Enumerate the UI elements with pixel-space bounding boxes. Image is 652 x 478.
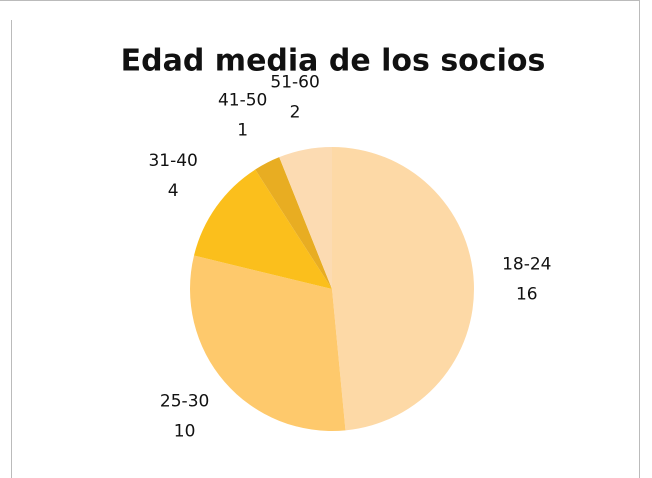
slice-value-label: 1 (237, 121, 248, 141)
pie-slice (332, 147, 475, 431)
pie-slice (194, 169, 332, 289)
chart-title: Edad media de los socios (121, 44, 546, 79)
pie-slice (255, 157, 332, 289)
slice-value-label: 2 (290, 103, 301, 123)
slice-value-label: 4 (168, 181, 179, 201)
slice-category-label: 25-30 (160, 392, 209, 412)
pie-slice (190, 255, 346, 431)
slice-category-label: 41-50 (218, 91, 267, 111)
slice-category-label: 51-60 (270, 73, 319, 93)
slice-category-label: 18-24 (502, 255, 551, 275)
pie-slice (279, 147, 332, 289)
slice-value-label: 16 (516, 285, 538, 305)
slice-value-label: 10 (174, 422, 196, 442)
slice-category-label: 31-40 (148, 151, 197, 171)
